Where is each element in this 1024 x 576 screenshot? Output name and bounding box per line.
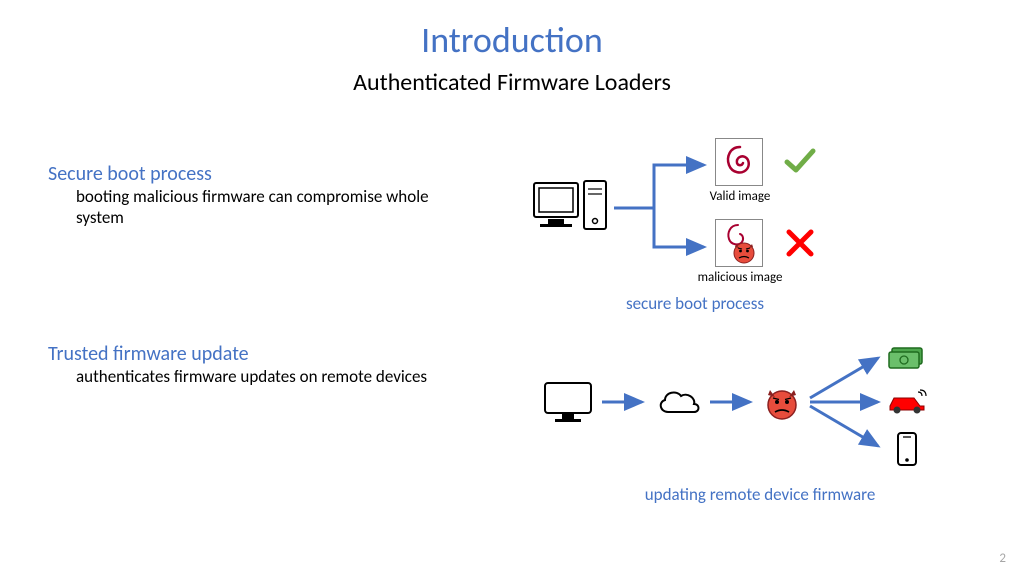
section-heading: Secure boot process <box>48 162 448 186</box>
section-body: authenticates firmware updates on remote… <box>48 366 427 387</box>
slide-subtitle: Authenticated Firmware Loaders <box>0 62 1024 97</box>
devil-icon <box>760 380 804 424</box>
slide-title: Introduction <box>0 0 1024 62</box>
section-heading: Trusted firmware update <box>48 342 427 366</box>
section-secure-boot: Secure boot process booting malicious fi… <box>48 162 448 229</box>
section-trusted-update: Trusted firmware update authenticates fi… <box>48 342 427 387</box>
diagram-remote-update: updating remote device firmware <box>530 360 990 530</box>
computer-icon <box>530 177 610 237</box>
money-icon <box>886 344 926 372</box>
phone-icon <box>894 430 920 468</box>
debian-devil-icon <box>716 220 764 268</box>
valid-image-label: Valid image <box>700 189 780 204</box>
monitor-icon <box>540 378 596 428</box>
page-number: 2 <box>999 551 1006 566</box>
diagram1-caption: secure boot process <box>570 293 820 314</box>
cross-icon <box>784 227 816 259</box>
malicious-image-label: malicious image <box>690 270 790 285</box>
arrow-icon <box>600 392 650 412</box>
arrow-icon <box>708 392 758 412</box>
valid-image-box <box>715 138 763 186</box>
malicious-image-box <box>715 219 763 267</box>
diagram2-caption: updating remote device firmware <box>600 484 920 505</box>
diagram-secure-boot: Valid image malicious image secure boot … <box>530 135 980 315</box>
branch-arrows <box>610 143 720 273</box>
car-icon <box>884 388 930 418</box>
section-body: booting malicious firmware can compromis… <box>48 186 448 229</box>
cloud-icon <box>652 382 706 422</box>
check-icon <box>782 143 818 179</box>
debian-swirl-icon <box>716 139 764 187</box>
